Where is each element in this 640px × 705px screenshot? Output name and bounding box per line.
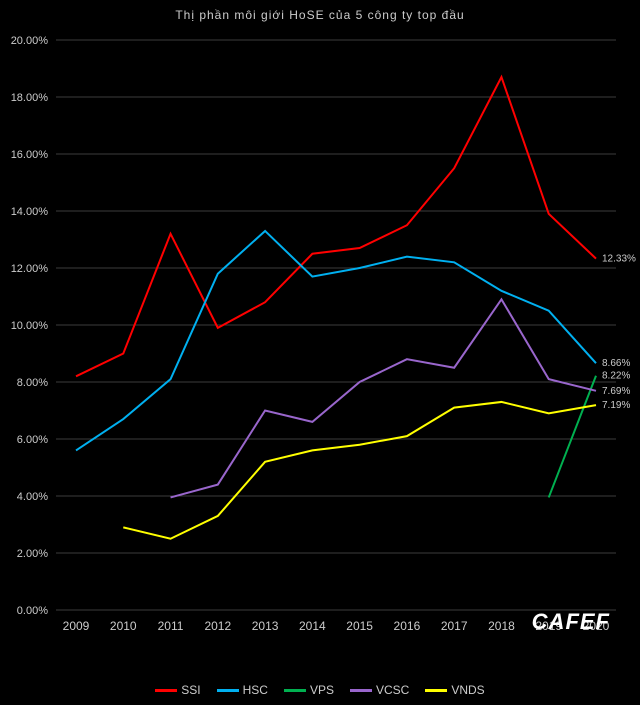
end-label-ssi: 12.33% [602, 254, 636, 265]
x-tick-label: 2013 [252, 619, 279, 633]
legend-item-vps: VPS [284, 683, 334, 697]
x-tick-label: 2012 [204, 619, 231, 633]
legend-label: HSC [243, 683, 268, 697]
series-ssi [76, 77, 596, 376]
line-chart: Thị phần môi giới HoSE của 5 công ty top… [0, 0, 640, 705]
x-tick-label: 2018 [488, 619, 515, 633]
y-tick-label: 0.00% [17, 605, 48, 617]
legend-item-vnds: VNDS [425, 683, 484, 697]
y-tick-label: 16.00% [11, 149, 49, 161]
legend-swatch [217, 689, 239, 692]
y-tick-label: 2.00% [17, 548, 48, 560]
legend-item-vcsc: VCSC [350, 683, 409, 697]
series-vnds [123, 402, 596, 539]
legend-label: SSI [181, 683, 200, 697]
legend-item-hsc: HSC [217, 683, 268, 697]
legend-label: VCSC [376, 683, 409, 697]
watermark-logo: CAFEF [532, 609, 610, 635]
series-vcsc [171, 299, 596, 497]
x-tick-label: 2014 [299, 619, 326, 633]
y-tick-label: 14.00% [11, 206, 49, 218]
legend-swatch [284, 689, 306, 692]
end-label-hsc: 8.66% [602, 358, 630, 369]
legend-label: VNDS [451, 683, 484, 697]
x-tick-label: 2011 [158, 619, 184, 633]
y-tick-label: 6.00% [17, 434, 48, 446]
y-tick-label: 18.00% [11, 92, 49, 104]
legend: SSI HSC VPS VCSC VNDS [0, 679, 640, 698]
y-tick-label: 10.00% [11, 320, 49, 332]
x-tick-label: 2015 [346, 619, 373, 633]
chart-title: Thị phần môi giới HoSE của 5 công ty top… [0, 8, 640, 22]
end-label-vnds: 7.19% [602, 400, 630, 411]
legend-swatch [425, 689, 447, 692]
x-tick-label: 2016 [394, 619, 421, 633]
legend-item-ssi: SSI [155, 683, 200, 697]
end-label-vcsc: 7.69% [602, 386, 630, 397]
y-tick-label: 12.00% [11, 263, 49, 275]
legend-label: VPS [310, 683, 334, 697]
legend-swatch [350, 689, 372, 692]
end-label-vps: 8.22% [602, 371, 630, 382]
x-tick-label: 2010 [110, 619, 137, 633]
plot-area: 0.00%2.00%4.00%6.00%8.00%10.00%12.00%14.… [56, 40, 616, 610]
x-tick-label: 2017 [441, 619, 468, 633]
y-tick-label: 4.00% [17, 491, 48, 503]
legend-swatch [155, 689, 177, 692]
series-vps [549, 376, 596, 498]
series-hsc [76, 231, 596, 450]
x-tick-label: 2009 [63, 619, 90, 633]
y-tick-label: 20.00% [11, 35, 49, 47]
y-tick-label: 8.00% [17, 377, 48, 389]
